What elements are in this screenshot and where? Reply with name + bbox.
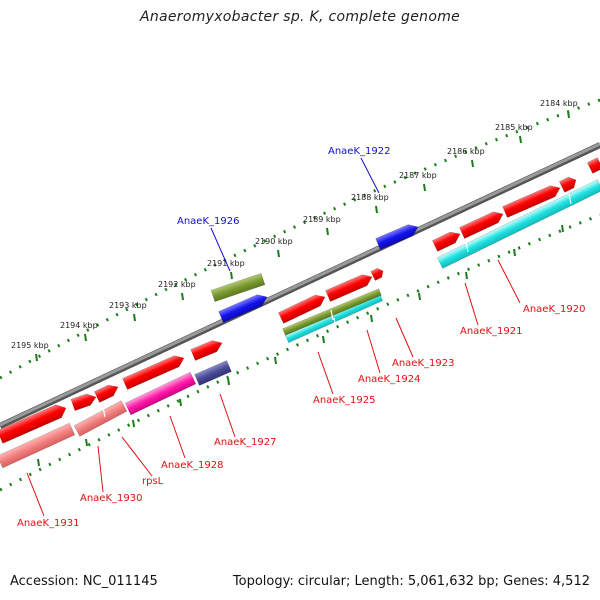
salmon-gene-1: [73, 400, 128, 437]
kbp-label: 2184 kbp: [540, 99, 578, 108]
kbp-label: 2192 kbp: [158, 280, 196, 289]
gene-segment-divider: [333, 317, 337, 329]
gene-labels: AnaeK_1922 AnaeK_1926 AnaeK_1920AnaeK_1921…: [17, 146, 585, 529]
inner-major-tick: [322, 335, 325, 344]
gene-label: AnaeK_1924: [358, 374, 420, 385]
leader-line: [317, 351, 334, 395]
inner-major-tick: [418, 292, 421, 301]
blue-gene-1: [375, 224, 419, 250]
kbp-major-tick: [423, 183, 426, 192]
inner-major-tick: [85, 438, 88, 447]
kbp-label: 2185 kbp: [495, 123, 533, 132]
backbone-line: [0, 142, 600, 427]
gene-arrow-b: [558, 176, 577, 193]
gene-arrow-c: [502, 185, 561, 218]
gene-arrow-i: [190, 340, 223, 361]
gene-arrow-m: [0, 404, 67, 444]
leader-line: [210, 227, 231, 272]
gene-segment-divider: [330, 309, 334, 321]
gene-arrow-d: [459, 211, 504, 239]
gene-features: [0, 157, 600, 469]
olive-gene: [210, 272, 266, 303]
kbp-major-tick: [326, 227, 329, 236]
kbp-label: 2193 kbp: [109, 301, 147, 310]
kbp-major-tick: [471, 159, 474, 168]
accession-text: Accession: NC_011145: [10, 574, 158, 589]
gene-arrow-a: [586, 157, 600, 174]
gene-label: AnaeK_1923: [392, 358, 454, 369]
genome-backbone: [0, 142, 600, 429]
gene-arrow-e: [432, 231, 461, 252]
kbp-label: 2186 kbp: [447, 147, 485, 156]
gene-arrow-l: [70, 393, 97, 412]
inner-major-tick: [37, 458, 40, 467]
genome-summary-text: Topology: circular; Length: 5,061,632 bp…: [232, 574, 590, 589]
gene-label: AnaeK_1928: [161, 460, 223, 471]
kbp-label: 2189 kbp: [303, 215, 341, 224]
gene-label: AnaeK_1921: [460, 326, 522, 337]
kbp-major-tick: [375, 205, 378, 214]
gene-label: AnaeK_1926: [177, 216, 239, 227]
leader-line: [464, 282, 479, 326]
leader-line: [219, 393, 236, 438]
kbp-major-tick: [567, 110, 570, 119]
gene-label: AnaeK_1927: [214, 437, 276, 448]
kbp-ruler: 2184 kbp 2185 kbp 2186 kbp 2187 kbp 2188 kbp…: [0, 98, 600, 492]
inner-major-tick: [465, 271, 468, 280]
inner-major-tick: [227, 377, 230, 386]
salmon-gene-2: [0, 422, 76, 469]
kbp-major-tick: [519, 135, 522, 144]
label-leader-lines: [26, 157, 521, 517]
kbp-major-tick: [277, 249, 280, 258]
kbp-label: 2195 kbp: [11, 341, 49, 350]
leader-line: [360, 157, 380, 194]
gene-label: AnaeK_1931: [17, 518, 79, 529]
pink-gene: [124, 371, 197, 416]
kbp-label: 2187 kbp: [399, 171, 437, 180]
gene-segment-divider: [568, 193, 572, 205]
leader-line: [497, 259, 521, 304]
gene-arrow-f: [370, 267, 384, 281]
blue-gene-2: [218, 294, 268, 323]
navy-gene: [194, 360, 232, 386]
inner-major-tick: [274, 356, 277, 365]
leader-line: [121, 436, 153, 477]
kbp-label: 2191 kbp: [207, 259, 245, 268]
kbp-label: 2190 kbp: [255, 237, 293, 246]
kbp-major-tick: [35, 353, 38, 362]
map-title: Anaeromyxobacter sp. K, complete genome: [139, 9, 461, 25]
inner-major-tick: [513, 248, 516, 257]
gene-label: AnaeK_1920: [523, 304, 585, 315]
kbp-major-tick: [133, 313, 136, 322]
gene-arrow-j: [122, 355, 185, 390]
leader-line: [366, 329, 381, 374]
gene-arrow-h: [278, 294, 326, 324]
kbp-label: 2188 kbp: [351, 193, 389, 202]
leader-line: [26, 472, 45, 517]
inner-major-tick: [132, 419, 135, 428]
kbp-label: 2194 kbp: [60, 321, 98, 330]
leader-line: [169, 415, 186, 459]
kbp-major-tick: [181, 292, 184, 301]
gene-segment-divider: [465, 241, 469, 253]
leader-line: [395, 317, 414, 358]
kbp-major-tick: [230, 271, 233, 280]
leader-line: [97, 445, 104, 493]
kbp-major-tick: [84, 333, 87, 342]
gene-label: AnaeK_1922: [328, 146, 390, 157]
gene-label: AnaeK_1930: [80, 493, 142, 504]
inner-ruler-dots: [0, 213, 600, 492]
gene-arrow-k: [94, 384, 119, 403]
cyan-bar-1: [436, 179, 600, 269]
gene-segment-divider: [102, 406, 106, 418]
gene-arrow-g: [325, 274, 373, 302]
gene-label: AnaeK_1925: [313, 395, 375, 406]
inner-major-tick: [561, 224, 564, 233]
inner-major-tick: [179, 398, 182, 407]
gene-label: rpsL: [142, 476, 164, 487]
inner-major-tick: [370, 314, 373, 323]
